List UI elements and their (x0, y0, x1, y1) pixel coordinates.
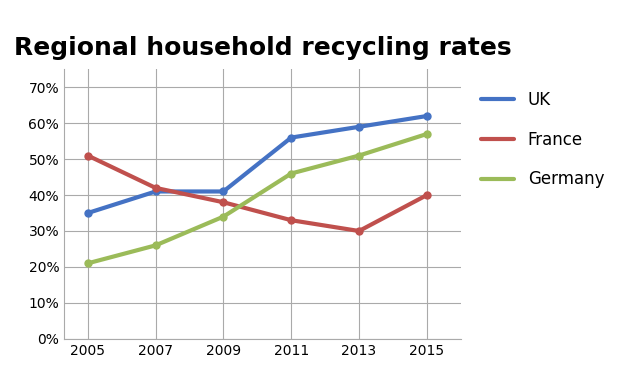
Line: Germany: Germany (84, 131, 430, 267)
Line: France: France (84, 152, 430, 234)
UK (355, 124, 363, 129)
UK (84, 211, 92, 215)
Germany (355, 153, 363, 158)
UK (152, 189, 159, 194)
Germany (84, 261, 92, 266)
France (287, 218, 295, 223)
UK (220, 189, 227, 194)
France (423, 193, 431, 198)
Germany (152, 243, 159, 248)
UK (287, 135, 295, 140)
France (355, 229, 363, 233)
France (152, 186, 159, 190)
France (84, 153, 92, 158)
Germany (220, 214, 227, 219)
Germany (287, 171, 295, 176)
Legend: UK, France, Germany: UK, France, Germany (481, 91, 604, 188)
France (220, 200, 227, 204)
Line: UK: UK (84, 112, 430, 216)
Title: Regional household recycling rates: Regional household recycling rates (13, 37, 511, 60)
UK (423, 114, 431, 118)
Germany (423, 132, 431, 136)
